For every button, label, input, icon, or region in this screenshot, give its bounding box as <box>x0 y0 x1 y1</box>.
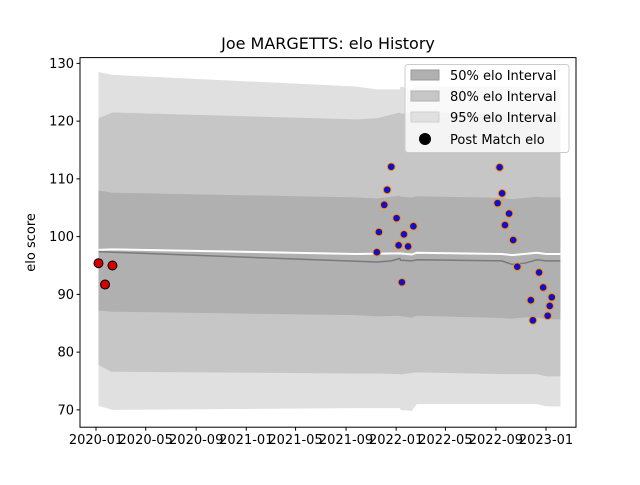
y-tick-label: 90 <box>57 288 74 303</box>
data-point-series-1-22 <box>544 312 552 320</box>
legend-swatch-80 <box>411 91 439 101</box>
data-point-series-0-0 <box>94 259 103 268</box>
x-tick-label: 2020-01 <box>69 433 123 448</box>
y-axis-label: elo score <box>24 213 39 272</box>
x-tick-label: 2022-09 <box>469 433 523 448</box>
x-tick-label: 2023-01 <box>519 433 573 448</box>
x-tick-label: 2020-09 <box>169 433 223 448</box>
data-point-series-1-7 <box>398 278 406 286</box>
x-tick-label: 2022-01 <box>369 433 423 448</box>
data-point-series-1-21 <box>539 284 547 292</box>
legend-marker-post-match <box>419 133 431 145</box>
data-point-series-1-15 <box>505 210 513 218</box>
data-point-series-1-24 <box>548 293 556 301</box>
data-point-series-1-13 <box>498 190 506 198</box>
y-tick-label: 70 <box>57 403 74 418</box>
data-point-series-1-14 <box>501 221 509 229</box>
legend-swatch-95 <box>411 112 439 122</box>
data-point-series-0-1 <box>101 280 110 289</box>
x-tick-label: 2020-05 <box>119 433 173 448</box>
y-tick-label: 110 <box>49 172 74 187</box>
x-tick-label: 2022-05 <box>418 433 472 448</box>
x-tick-label: 2021-01 <box>219 433 273 448</box>
data-point-series-1-2 <box>380 201 388 209</box>
y-tick-label: 120 <box>49 115 74 130</box>
data-point-series-1-10 <box>410 222 418 230</box>
data-point-series-1-17 <box>513 263 521 271</box>
data-point-series-1-1 <box>375 228 383 236</box>
y-tick-label: 80 <box>57 346 74 361</box>
data-point-series-1-11 <box>494 199 502 207</box>
data-point-series-1-8 <box>400 231 408 239</box>
data-point-series-0-2 <box>108 261 117 270</box>
y-tick-label: 100 <box>49 230 74 245</box>
data-point-series-1-3 <box>383 186 391 194</box>
data-point-series-1-12 <box>496 164 504 172</box>
legend-label-95: 95% elo Interval <box>450 111 557 126</box>
data-point-series-1-20 <box>535 269 543 277</box>
chart-title: Joe MARGETTS: elo History <box>220 34 435 53</box>
legend-label-80: 80% elo Interval <box>450 90 557 105</box>
data-point-series-1-6 <box>395 241 403 249</box>
data-point-series-1-18 <box>527 296 535 304</box>
x-tick-label: 2021-09 <box>319 433 373 448</box>
y-tick-label: 130 <box>49 57 74 72</box>
legend-swatch-50 <box>411 70 439 80</box>
data-point-series-1-19 <box>529 317 537 325</box>
data-point-series-1-16 <box>509 236 517 244</box>
data-point-series-1-5 <box>393 214 401 222</box>
data-point-series-1-23 <box>546 302 554 310</box>
data-point-series-1-4 <box>387 163 395 171</box>
data-point-series-1-9 <box>404 243 412 251</box>
data-point-series-1-0 <box>373 248 381 256</box>
x-tick-label: 2021-05 <box>268 433 322 448</box>
legend-label-50: 50% elo Interval <box>450 69 557 84</box>
legend-label-post-match: Post Match elo <box>450 133 545 148</box>
legend: 50% elo Interval 80% elo Interval 95% el… <box>405 65 569 153</box>
